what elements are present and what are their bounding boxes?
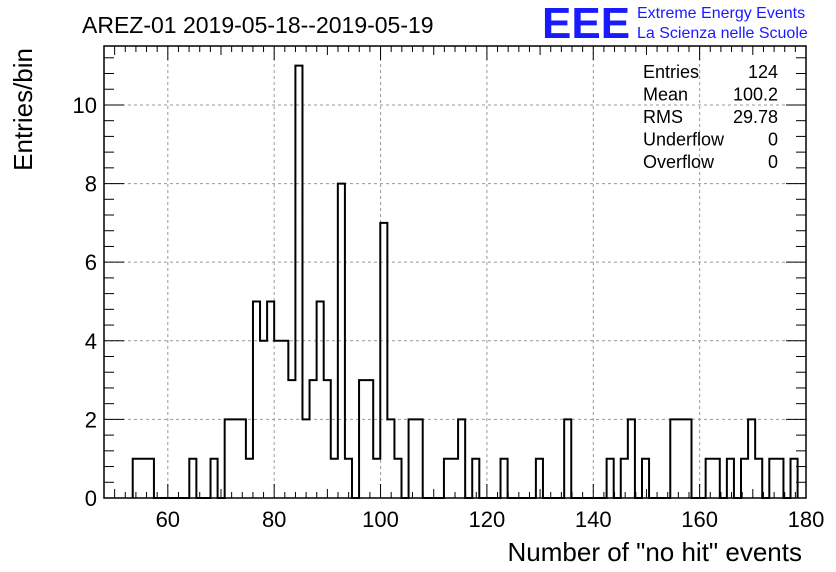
histogram-bin-72 (642, 459, 649, 498)
stats-label-mean: Mean (643, 85, 688, 105)
histogram-bin-61 (564, 419, 571, 498)
histogram-bin-19 (267, 301, 274, 498)
x-tick-label-6: 180 (788, 507, 825, 532)
x-tick-labels: 60 80 100 120 140 160 180 (156, 507, 825, 532)
histogram-bin-14 (232, 419, 239, 498)
histogram-bin-48 (472, 459, 479, 498)
y-tick-label-5: 10 (73, 93, 97, 118)
x-tick-label-2: 100 (362, 507, 399, 532)
histogram-bin-32 (359, 380, 366, 498)
plot-frame (103, 45, 807, 499)
eee-logo: EEE Extreme Energy Events La Scienza nel… (542, 0, 808, 48)
histogram-bin-34 (373, 459, 380, 498)
histogram-bin-40 (416, 419, 423, 498)
histogram-bin-77 (677, 419, 684, 498)
y-axis-label: Entries/bin (8, 48, 38, 171)
histogram-bin-93 (791, 459, 798, 498)
stats-value-underflow: 0 (768, 130, 778, 150)
histogram-bin-1 (140, 459, 147, 498)
y-tick-label-3: 6 (85, 250, 97, 275)
histogram-bin-20 (274, 341, 281, 498)
histogram-bin-2 (147, 459, 154, 498)
histogram-bin-28 (331, 459, 338, 498)
logo-line2: La Scienza nelle Scuole (637, 25, 808, 42)
histogram-bin-29 (338, 184, 345, 498)
histogram-bin-81 (706, 459, 713, 498)
y-tick-label-0: 0 (85, 486, 97, 511)
stats-label-rms: RMS (643, 107, 683, 127)
histogram-bin-23 (295, 66, 302, 498)
histogram-bin-70 (628, 419, 635, 498)
stats-label-underflow: Underflow (643, 130, 725, 150)
histogram-bin-39 (409, 419, 416, 498)
histogram-bin-91 (776, 459, 783, 498)
stats-label-entries: Entries (643, 62, 699, 82)
histogram-bin-16 (246, 459, 253, 498)
histogram-bin-18 (260, 341, 267, 498)
y-tick-label-2: 4 (85, 329, 97, 354)
grid (104, 46, 806, 498)
stats-value-rms: 29.78 (733, 107, 778, 127)
x-tick-label-0: 60 (156, 507, 180, 532)
histogram-bin-88 (755, 459, 762, 498)
x-tick-label-4: 140 (575, 507, 612, 532)
histogram-bin-17 (253, 301, 260, 498)
histogram-bin-84 (727, 459, 734, 498)
stats-value-overflow: 0 (768, 152, 778, 172)
histogram-bin-82 (713, 459, 720, 498)
histogram-bin-69 (621, 459, 628, 498)
histogram-bin-44 (444, 459, 451, 498)
histogram-bin-76 (670, 419, 677, 498)
stats-box: Entries 124 Mean 100.2 RMS 29.78 Underflow 0 Ove… (643, 62, 778, 172)
histogram-bin-27 (324, 380, 331, 498)
y-tick-labels: 0 2 4 6 8 10 (73, 93, 97, 511)
histogram-bin-35 (380, 223, 387, 498)
histogram-bin-37 (394, 459, 401, 498)
x-tick-label-1: 80 (262, 507, 286, 532)
histogram-bin-21 (281, 341, 288, 498)
stats-value-entries: 124 (748, 62, 778, 82)
stats-value-mean: 100.2 (733, 85, 778, 105)
chart-title: AREZ-01 2019-05-18--2019-05-19 (82, 12, 434, 38)
histogram-bin-24 (302, 419, 309, 498)
histogram-bin-13 (225, 419, 232, 498)
histogram-bin-33 (366, 380, 373, 498)
histogram-bin-67 (607, 459, 614, 498)
y-tick-label-1: 2 (85, 407, 97, 432)
stats-label-overflow: Overflow (643, 152, 715, 172)
histogram-bin-25 (310, 380, 317, 498)
y-tick-label-4: 8 (85, 172, 97, 197)
histogram-bin-87 (748, 419, 755, 498)
axis-ticks (104, 46, 807, 499)
histogram-bin-57 (536, 459, 543, 498)
histogram-bin-36 (387, 419, 394, 498)
histogram-bin-26 (317, 301, 324, 498)
histogram-bin-90 (769, 459, 776, 498)
x-tick-label-5: 160 (681, 507, 718, 532)
histogram-bin-22 (288, 380, 295, 498)
x-tick-label-3: 120 (469, 507, 506, 532)
histogram-bin-78 (684, 419, 691, 498)
histogram-bin-52 (501, 459, 508, 498)
histogram-bin-8 (189, 459, 196, 498)
histogram-bin-11 (211, 459, 218, 498)
x-axis-label: Number of "no hit" events (508, 537, 803, 567)
logo-line1: Extreme Energy Events (637, 5, 805, 22)
histogram-bin-15 (239, 419, 246, 498)
logo-mark: EEE (542, 0, 630, 48)
histogram-bin-46 (458, 419, 465, 498)
